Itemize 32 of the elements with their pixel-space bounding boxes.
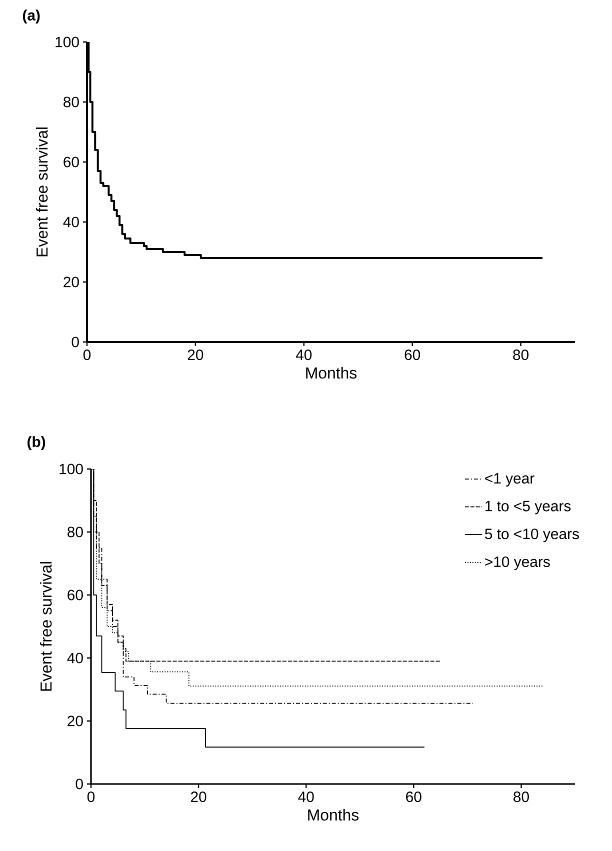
y-tick-label: 40 xyxy=(63,216,79,228)
y-tick-label: 100 xyxy=(56,36,79,48)
legend-label: <1 year xyxy=(485,473,534,487)
y-tick-label: 20 xyxy=(64,276,79,288)
x-tick-label: 40 xyxy=(298,791,314,802)
x-tick-label: 0 xyxy=(83,349,91,360)
x-tick-label: 60 xyxy=(404,349,420,360)
y-axis-title: Event free survival xyxy=(40,562,52,691)
y-tick-label: 20 xyxy=(68,716,83,726)
x-tick-label: 20 xyxy=(190,791,206,802)
legend-label: 1 to <5 years xyxy=(486,500,571,514)
y-tick-label: 40 xyxy=(67,652,83,664)
y-tick-label: 100 xyxy=(60,464,83,474)
chart-title: (a) xyxy=(22,10,40,24)
x-axis-title: Months xyxy=(308,808,359,821)
chart-title: (b) xyxy=(28,436,46,450)
x-tick-label: 20 xyxy=(188,349,204,360)
x-tick-label: 0 xyxy=(87,791,95,802)
y-tick-label: 80 xyxy=(64,96,79,108)
x-tick-label: 60 xyxy=(406,791,422,802)
x-tick-label: 40 xyxy=(296,349,312,360)
y-tick-label: 0 xyxy=(76,778,83,790)
y-tick-label: 60 xyxy=(64,156,79,168)
legend-label: >10 years xyxy=(485,556,550,570)
x-tick-label: 80 xyxy=(514,791,529,802)
x-tick-label: 80 xyxy=(513,349,528,360)
x-axis-title: Months xyxy=(306,366,357,379)
y-tick-label: 60 xyxy=(68,590,83,600)
legend-label: 5 to <10 years xyxy=(484,528,579,542)
y-axis-title: Event free survival xyxy=(36,128,48,256)
y-tick-label: 0 xyxy=(72,336,79,348)
y-tick-label: 80 xyxy=(68,526,83,538)
